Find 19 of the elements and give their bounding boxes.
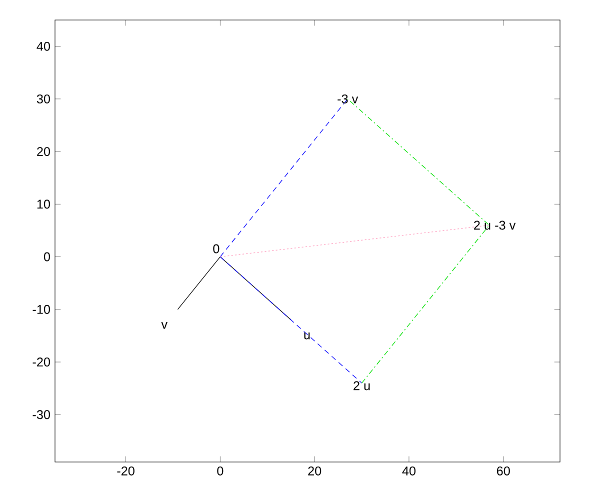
y-tick-label: 20 <box>37 147 50 156</box>
annotation: -3 v <box>338 94 358 104</box>
y-tick-label: -10 <box>32 304 50 314</box>
x-tick-label: 40 <box>402 466 416 476</box>
annotation: 2 u -3 v <box>474 220 516 230</box>
annotation: u <box>304 332 310 340</box>
y-tick-label: 40 <box>36 42 50 51</box>
x-tick-label: 60 <box>496 466 510 476</box>
x-tick-label: 20 <box>308 466 322 476</box>
y-tick-label: -20 <box>32 358 50 367</box>
annotation: 2 u <box>354 381 370 390</box>
x-tick-label: -20 <box>117 466 134 476</box>
y-tick-label: 0 <box>44 252 50 262</box>
y-tick-label: 10 <box>37 200 50 209</box>
x-tick-label: 0 <box>217 466 224 476</box>
y-tick-label: -30 <box>32 410 50 420</box>
annotation: 0 <box>213 244 220 254</box>
annotation: v <box>161 322 168 329</box>
y-tick-label: 30 <box>36 94 50 104</box>
